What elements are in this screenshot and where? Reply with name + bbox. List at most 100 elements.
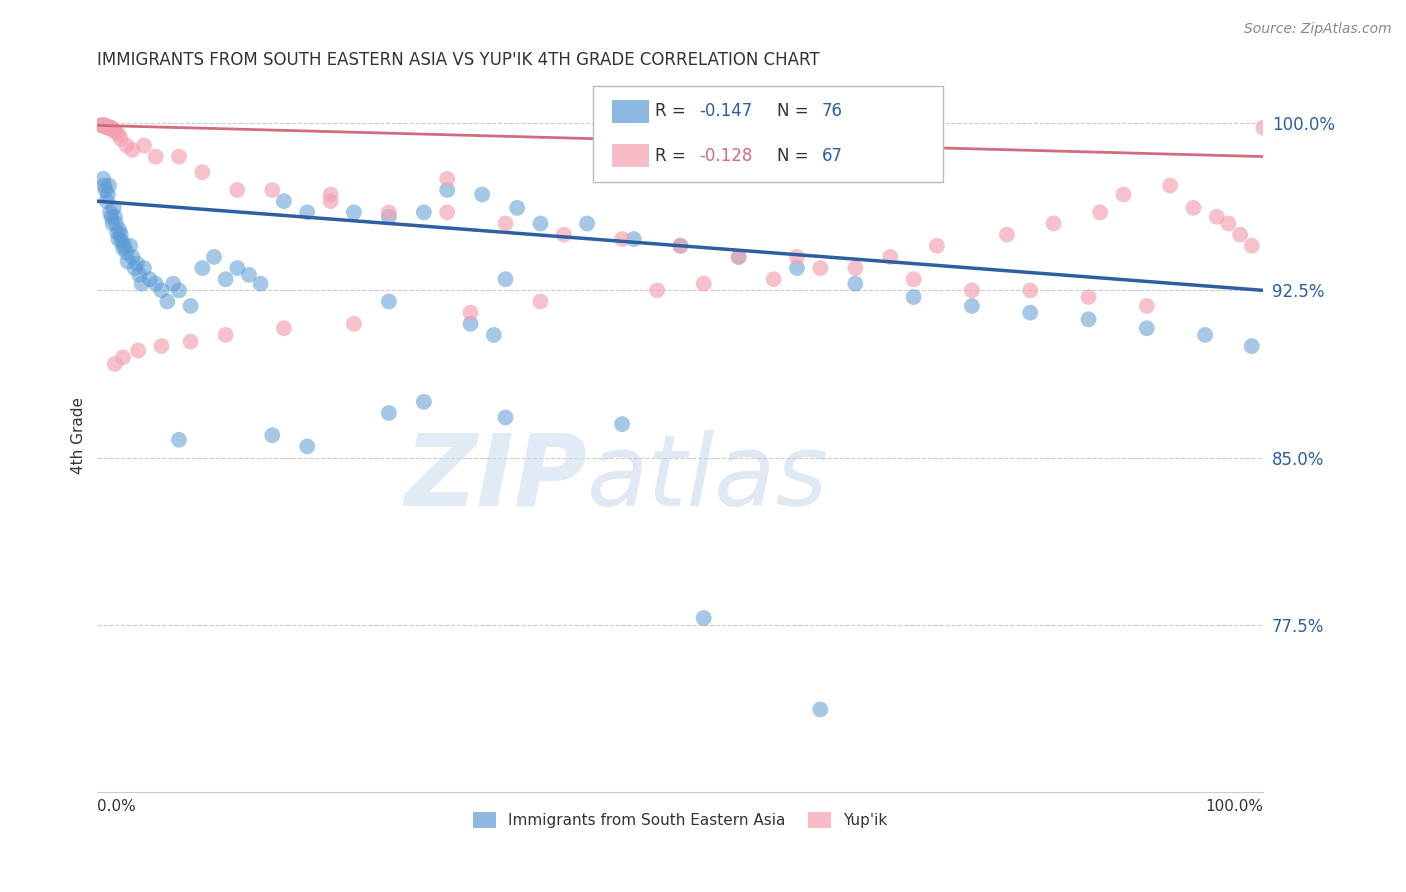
Point (1077, 312, 1099, 326)
Point (378, 406, 401, 420)
Point (98, 120, 121, 135)
Point (104, 210, 127, 224)
Point (91, 172, 114, 186)
Text: 67: 67 (821, 146, 842, 165)
Point (202, 250, 225, 264)
Point (249, 277, 271, 291)
Legend: Immigrants from South Eastern Asia, Yup'ik: Immigrants from South Eastern Asia, Yup'… (467, 806, 894, 834)
Point (844, 277, 866, 291)
Point (226, 261, 249, 276)
Point (107, 232, 129, 246)
Point (786, 261, 808, 276)
Point (262, 428, 284, 442)
Point (191, 261, 214, 276)
Point (93, 178, 115, 193)
Point (128, 268, 150, 282)
Point (150, 284, 173, 298)
Point (127, 343, 149, 358)
Point (139, 272, 162, 286)
Point (879, 250, 901, 264)
Point (786, 250, 808, 264)
Text: ZIP: ZIP (404, 430, 588, 526)
Text: 76: 76 (821, 103, 842, 120)
Y-axis label: 4th Grade: 4th Grade (72, 397, 86, 474)
Point (110, 132, 132, 146)
Point (610, 232, 633, 246)
Point (107, 128, 129, 142)
Point (903, 272, 925, 286)
Point (1218, 217, 1240, 231)
Point (610, 417, 633, 431)
Point (108, 223, 131, 237)
Point (273, 321, 295, 335)
Point (97, 120, 120, 135)
Point (436, 172, 458, 186)
Point (101, 123, 124, 137)
Point (506, 201, 529, 215)
Point (103, 201, 125, 215)
Point (1194, 327, 1216, 342)
Point (238, 268, 260, 282)
Point (167, 433, 190, 447)
Point (262, 183, 284, 197)
Point (808, 261, 831, 276)
Point (117, 254, 139, 268)
Point (111, 241, 134, 255)
Text: -0.147: -0.147 (699, 103, 752, 120)
Point (762, 272, 785, 286)
Point (105, 217, 128, 231)
Point (1077, 290, 1099, 304)
Point (214, 272, 236, 286)
Text: IMMIGRANTS FROM SOUTH EASTERN ASIA VS YUP'IK 4TH GRADE CORRELATION CHART: IMMIGRANTS FROM SOUTH EASTERN ASIA VS YU… (97, 51, 820, 69)
Point (156, 294, 179, 309)
Point (1112, 187, 1135, 202)
Point (623, 232, 645, 246)
Point (1088, 205, 1111, 219)
Point (214, 327, 236, 342)
Point (1240, 339, 1263, 353)
Point (105, 226, 128, 240)
Point (180, 334, 202, 349)
Point (319, 187, 342, 202)
Point (412, 205, 434, 219)
Point (90, 119, 112, 133)
Point (1205, 210, 1227, 224)
Point (104, 357, 127, 371)
Point (145, 150, 167, 164)
Point (97, 187, 120, 202)
Point (103, 123, 125, 137)
Point (378, 205, 401, 219)
Text: R =: R = (655, 103, 690, 120)
Point (91, 119, 114, 133)
Point (132, 138, 155, 153)
Point (1136, 299, 1159, 313)
Point (124, 261, 146, 276)
Point (960, 299, 983, 313)
Point (482, 327, 505, 342)
Point (115, 245, 138, 260)
Point (150, 339, 173, 353)
Point (529, 217, 551, 231)
Point (98, 178, 121, 193)
Point (925, 239, 948, 253)
Point (112, 239, 135, 253)
Text: N =: N = (778, 146, 814, 165)
Point (167, 150, 190, 164)
Point (378, 294, 401, 309)
Point (1136, 321, 1159, 335)
FancyBboxPatch shape (612, 100, 650, 123)
Point (576, 217, 599, 231)
Point (460, 306, 482, 320)
Point (125, 257, 148, 271)
Point (297, 439, 319, 453)
Point (1182, 201, 1205, 215)
Point (960, 284, 983, 298)
Point (1253, 120, 1275, 135)
Point (180, 299, 202, 313)
Point (669, 239, 692, 253)
Point (495, 410, 517, 425)
Point (378, 210, 401, 224)
Point (98, 205, 121, 219)
Point (131, 277, 153, 291)
Point (132, 261, 155, 276)
